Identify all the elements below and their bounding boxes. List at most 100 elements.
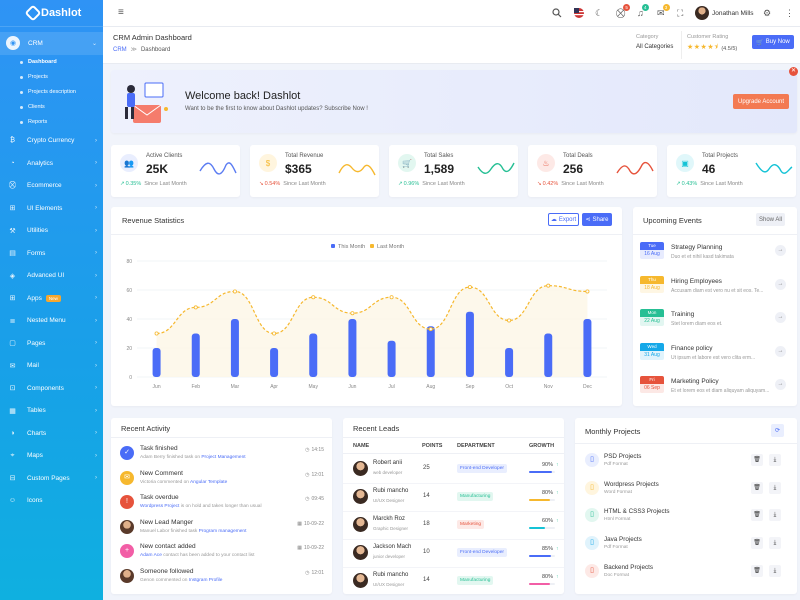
sidebar-item-charts[interactable]: ◑ Charts › [0,422,103,445]
download-icon[interactable]: ⤓ [769,564,781,577]
user-name[interactable]: Jonathan Mills [712,10,754,17]
growth-bar-track [529,583,555,585]
sidebar-item-custom-pages[interactable]: ⊟ Custom Pages › [0,467,103,490]
leads-column-header[interactable]: NAME [353,443,370,449]
arrow-right-icon[interactable]: → [775,345,786,357]
show-all-button[interactable]: Show All [756,213,785,226]
refresh-icon[interactable]: ⟳ [771,424,784,437]
arrow-right-icon[interactable]: → [775,312,786,323]
fullscreen-icon[interactable]: ⛶ [677,8,684,18]
sidebar-item-icons[interactable]: ☺ Icons [0,490,103,513]
sidebar-subitem-projects[interactable]: Projects [0,70,103,85]
buy-now-button[interactable]: 🛒 Buy Now [752,35,794,49]
download-icon[interactable]: ⤓ [769,454,781,466]
cloud-icon: ☁ [550,217,557,223]
sidebar-item-tables[interactable]: ▦ Tables › [0,400,103,423]
sidebar-subitem-projects-description[interactable]: Projects description [0,85,103,100]
cart-icon[interactable]: ⛒ 5 [616,4,631,19]
leads-column-header[interactable]: POINTS [422,443,443,449]
search-icon[interactable] [552,8,562,20]
table-row[interactable]: Robert anii web developer 25 Front-end Deve… [343,456,564,484]
export-button[interactable]: ☁ Export [548,213,579,226]
delete-icon[interactable]: 🗑 [751,454,763,466]
project-item[interactable]: ▯ HTML & CSS3 Projects Html Format 🗑 ⤓ [575,504,797,530]
project-format: Doc Format [604,572,630,578]
leads-column-header[interactable]: DEPARTMENT [457,443,495,449]
delete-icon[interactable]: 🗑 [751,481,763,494]
sidebar-item-crypto-currency[interactable]: ₿ Crypto Currency › [0,130,103,153]
sidebar-item-nested-menu[interactable]: ≣ Nested Menu › [0,310,103,333]
event-item[interactable]: Tue 16 Aug Strategy Planning Duo et et nihi… [633,241,797,271]
delete-icon[interactable]: 🗑 [751,537,763,550]
table-row[interactable]: Marckh Roz Graphic Designer 18 Marketing 60%… [343,512,564,540]
page-title: CRM Admin Dashboard [113,33,192,42]
activity-link[interactable]: Adam Ace [140,553,162,558]
activity-link[interactable]: Wordpress Project [140,504,180,509]
delete-icon[interactable]: 🗑 [751,564,763,577]
sidebar-item-pages[interactable]: ▢ Pages › [0,332,103,355]
table-row[interactable]: Jackson Mach junior developer 10 Front-end … [343,540,564,568]
theme-toggle-icon[interactable]: ☾ [595,8,604,18]
delete-icon[interactable]: 🗑 [751,509,763,522]
subitem-label: Dashboard [28,59,57,65]
sidebar-subitem-dashboard[interactable]: Dashboard [0,55,103,70]
brand[interactable]: Dashlot [0,0,103,27]
download-icon[interactable]: ⤓ [769,537,781,550]
event-item[interactable]: Thu 18 Aug Hiring Employees Accusam diam es… [633,275,797,305]
sidebar-item-label: Ecommerce [27,182,62,190]
event-item[interactable]: Mon 22 Aug Training Stet lorem diam eos et.… [633,308,797,338]
sidebar-item-ui-elements[interactable]: ⊞ UI Elements › [0,197,103,220]
event-item[interactable]: Wed 31 Aug Finance policy Ut ipsum et labor… [633,342,797,372]
sidebar-subitem-reports[interactable]: Reports [0,115,103,130]
sidebar-item-ecommerce[interactable]: ⛒ Ecommerce › [0,175,103,198]
sidebar-item-apps[interactable]: ⊞ Apps New › [0,287,103,310]
sidebar-item-advanced-ui[interactable]: ◈ Advanced UI › [0,265,103,288]
message-icon[interactable]: ✉ 3 [657,4,670,19]
sidebar-item-components[interactable]: ⊡ Components › [0,377,103,400]
settings-icon[interactable]: ⚙ [763,8,772,18]
sidebar-item-forms[interactable]: ▤ Forms › [0,242,103,265]
revenue-statistics-card: Revenue Statistics ☁ Export ⋖ Share This M… [111,207,622,406]
project-item[interactable]: ▯ Java Projects Pdf Format 🗑 ⤓ [575,532,797,558]
breadcrumb-root[interactable]: CRM [113,46,127,53]
sidebar-item-maps[interactable]: ⌖ Maps › [0,445,103,468]
sidebar-item-crm[interactable]: ◉ CRM ⌄ [0,32,103,55]
activity-link[interactable]: Program management [198,528,247,534]
table-row[interactable]: Rubi mancho UI/UX Designer 14 Manufacturing… [343,568,564,594]
sidebar-item-utilities[interactable]: ⚒ Utilities › [0,220,103,243]
upgrade-account-button[interactable]: Upgrade Account [733,94,789,109]
share-button[interactable]: ⋖ Share [582,213,612,226]
more-icon[interactable]: ⋮ [785,8,794,18]
leads-column-header[interactable]: GROWTH [529,443,555,449]
chevron-right-icon: › [95,182,97,189]
table-row[interactable]: Rubi mancho UI/UX Designer 14 Manufacturing… [343,484,564,512]
download-icon[interactable]: ⤓ [769,481,781,494]
event-item[interactable]: Fri 06 Sep Marketing Policy Et et lorem eos… [633,375,797,405]
category-select[interactable]: Category All Categories [636,34,673,50]
activity-link[interactable]: Project Management [201,455,246,460]
arrow-right-icon[interactable]: → [775,379,786,390]
activity-time: ◷ 14:15 [305,447,324,453]
user-avatar[interactable] [695,6,709,20]
sidebar-item-label: Crypto Currency [27,137,75,145]
us-flag-icon[interactable] [574,8,584,20]
sidebar-subitem-clients[interactable]: Clients [0,100,103,115]
project-item[interactable]: ▯ Wordpress Projects Word Format 🗑 ⤓ [575,477,797,503]
chevron-right-icon: › [95,407,97,414]
sidebar-item-analytics[interactable]: ◔ Analytics › [0,152,103,175]
close-banner-icon[interactable]: ✕ [789,67,798,76]
project-item[interactable]: ▯ PSD Projects Pdf Format 🗑 ⤓ [575,449,797,475]
growth-bar-track [529,555,555,557]
arrow-right-icon[interactable]: → [775,245,786,256]
bar-this-month [426,326,435,377]
notification-icon[interactable]: ♫ 4 [637,4,649,18]
category-value[interactable]: All Categories [636,44,674,50]
activity-link[interactable]: Instgram Profile [188,577,223,583]
activity-link[interactable]: Angular Template [190,479,228,485]
menu-toggle-icon[interactable]: ≡ [118,7,124,18]
project-item[interactable]: ▯ Backend Projects Doc Format 🗑 ⤓ [575,560,797,586]
arrow-right-icon[interactable]: → [775,278,786,290]
download-icon[interactable]: ⤓ [769,509,781,522]
sidebar-item-mail[interactable]: ✉ Mail › [0,355,103,378]
x-tick-label: Nov [544,384,553,390]
